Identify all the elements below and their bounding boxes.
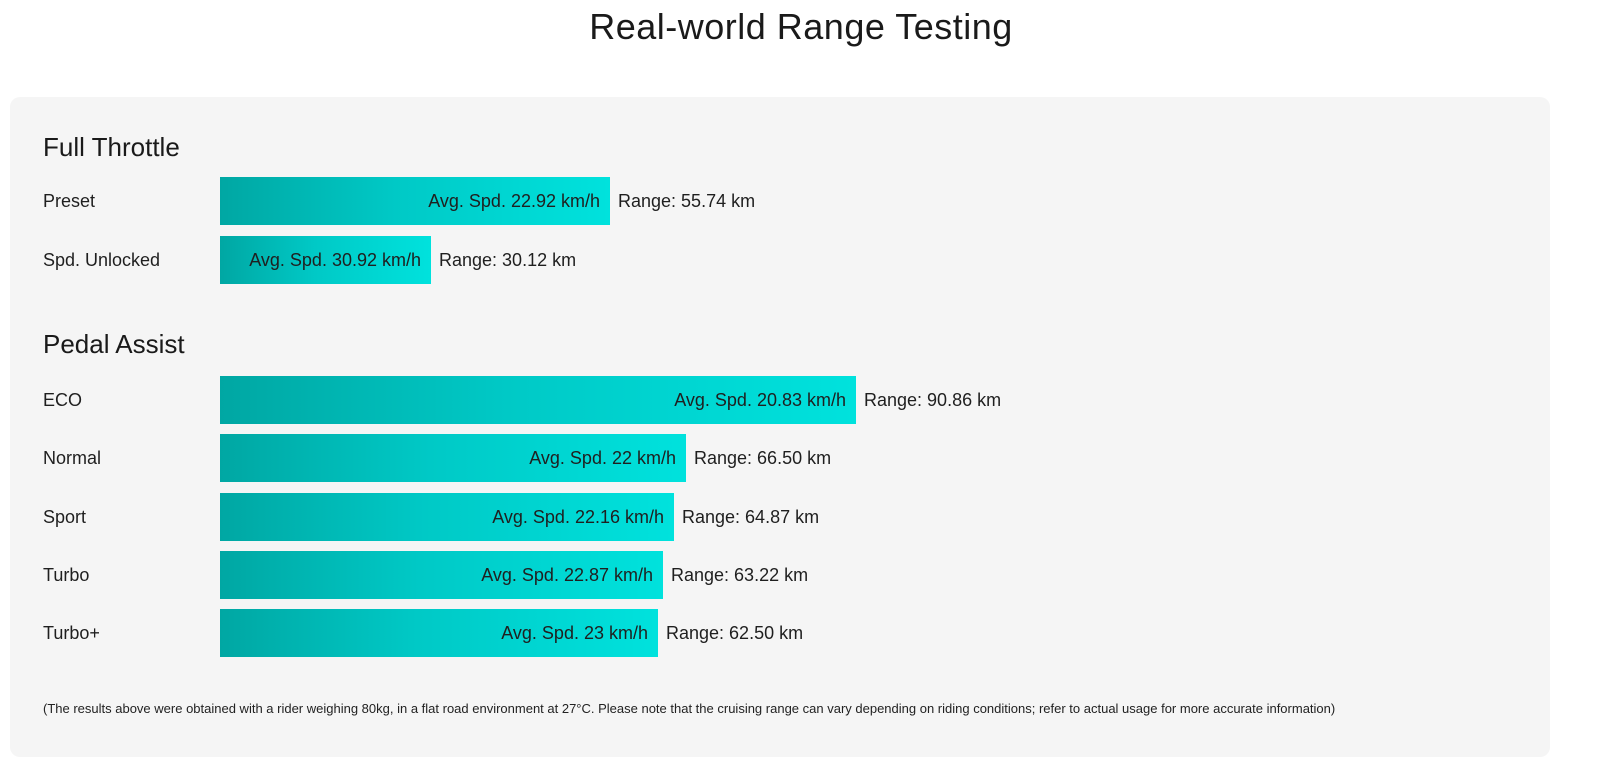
section-title-pedal-assist: Pedal Assist xyxy=(43,329,185,359)
bar-row-sport: Sport Avg. Spd. 22.16 km/h Range: 64.87 km xyxy=(10,493,1550,541)
avg-speed-label: Avg. Spd. 22 km/h xyxy=(529,448,676,468)
bar-row-turbo: Turbo Avg. Spd. 22.87 km/h Range: 63.22 km xyxy=(10,551,1550,599)
range-value-label: Range: 55.74 km xyxy=(618,191,756,211)
bar-normal: Avg. Spd. 22 km/h xyxy=(220,434,686,482)
bar-label: Normal xyxy=(43,448,102,468)
page-title: Real-world Range Testing xyxy=(589,6,1013,47)
bar-row-normal: Normal Avg. Spd. 22 km/h Range: 66.50 km xyxy=(10,434,1550,482)
range-value-label: Range: 64.87 km xyxy=(682,507,820,527)
range-value-label: Range: 90.86 km xyxy=(864,390,1002,410)
bar-row-spd-unlocked: Spd. Unlocked Avg. Spd. 30.92 km/h Range: … xyxy=(10,236,1550,284)
avg-speed-label: Avg. Spd. 20.83 km/h xyxy=(674,390,846,410)
range-value-label: Range: 30.12 km xyxy=(439,250,577,270)
range-value-label: Range: 66.50 km xyxy=(694,448,832,468)
bar-sport: Avg. Spd. 22.16 km/h xyxy=(220,493,674,541)
bar-eco: Avg. Spd. 20.83 km/h xyxy=(220,376,856,424)
test-conditions-footnote: (The results above were obtained with a … xyxy=(43,701,1336,716)
avg-speed-label: Avg. Spd. 22.92 km/h xyxy=(428,191,600,211)
bar-label: Preset xyxy=(43,191,96,211)
bar-label: Sport xyxy=(43,507,87,527)
bar-spd-unlocked: Avg. Spd. 30.92 km/h xyxy=(220,236,431,284)
bar-label: ECO xyxy=(43,390,83,410)
bar-label: Turbo+ xyxy=(43,623,100,643)
bar-label: Turbo xyxy=(43,565,90,585)
bar-row-turbo-plus: Turbo+ Avg. Spd. 23 km/h Range: 62.50 km xyxy=(10,609,1550,657)
bar-row-preset: Preset Avg. Spd. 22.92 km/h Range: 55.74 k… xyxy=(10,177,1550,225)
bar-label: Spd. Unlocked xyxy=(43,250,161,270)
bar-preset: Avg. Spd. 22.92 km/h xyxy=(220,177,610,225)
range-value-label: Range: 62.50 km xyxy=(666,623,804,643)
bar-turbo-plus: Avg. Spd. 23 km/h xyxy=(220,609,658,657)
avg-speed-label: Avg. Spd. 23 km/h xyxy=(501,623,648,643)
avg-speed-label: Avg. Spd. 30.92 km/h xyxy=(249,250,421,270)
section-title-full-throttle: Full Throttle xyxy=(43,132,180,162)
avg-speed-label: Avg. Spd. 22.16 km/h xyxy=(492,507,664,527)
bar-turbo: Avg. Spd. 22.87 km/h xyxy=(220,551,663,599)
range-chart-panel: Full Throttle Preset Avg. Spd. 22.92 km/h R… xyxy=(10,97,1550,757)
avg-speed-label: Avg. Spd. 22.87 km/h xyxy=(481,565,653,585)
bar-row-eco: ECO Avg. Spd. 20.83 km/h Range: 90.86 km xyxy=(10,376,1550,424)
range-value-label: Range: 63.22 km xyxy=(671,565,809,585)
